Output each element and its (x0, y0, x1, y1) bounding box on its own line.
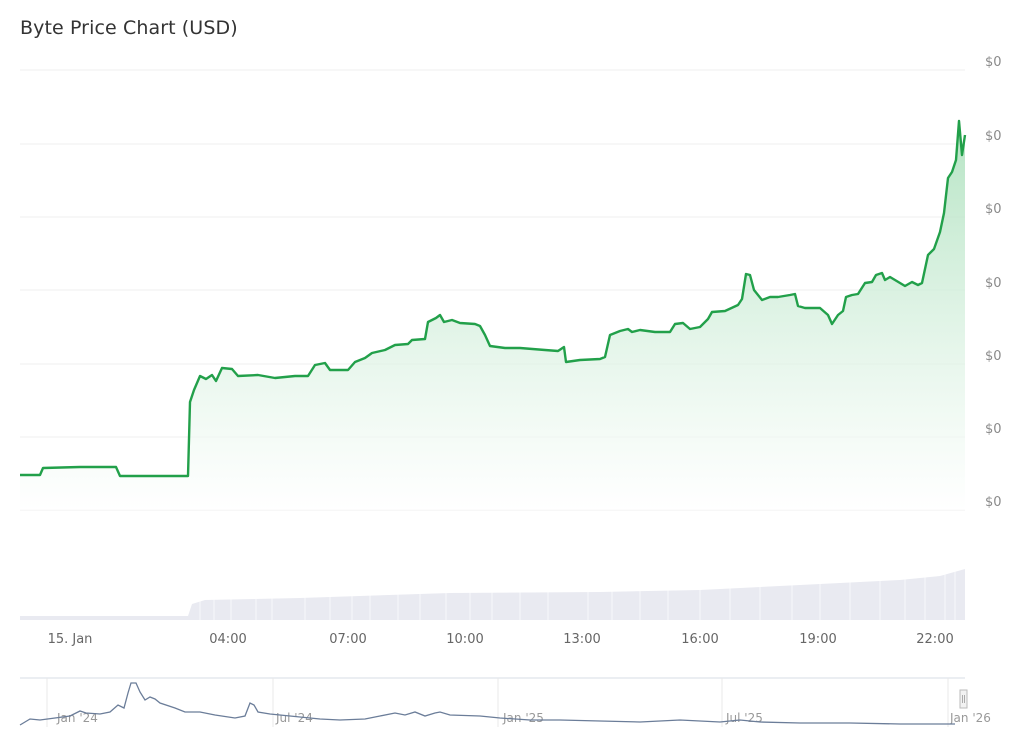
chart-title: Byte Price Chart (USD) (20, 17, 238, 39)
navigator-label: Jul '24 (275, 711, 313, 725)
y-label: $0 (985, 129, 1002, 144)
navigator[interactable]: Jan '24 Jul '24 Jan '25 Jul '25 Jan '26 (19, 677, 991, 727)
y-label: $0 (985, 276, 1002, 291)
x-label: 15. Jan (48, 632, 93, 647)
x-label: 19:00 (799, 632, 836, 647)
y-axis-labels: $0 $0 $0 $0 $0 $0 $0 (985, 55, 1002, 510)
navigator-line (19, 682, 955, 726)
x-label: 13:00 (563, 632, 600, 647)
y-label: $0 (985, 202, 1002, 217)
y-label: $0 (985, 349, 1002, 364)
x-label: 16:00 (681, 632, 718, 647)
volume-bars (20, 568, 965, 620)
price-line[interactable] (20, 119, 967, 478)
y-label: $0 (985, 422, 1002, 437)
x-axis-labels: 15. Jan 04:00 07:00 10:00 13:00 16:00 19… (48, 632, 954, 647)
x-label: 07:00 (329, 632, 366, 647)
navigator-label: Jan '25 (502, 711, 544, 725)
y-label: $0 (985, 495, 1002, 510)
navigator-label: Jan '26 (949, 711, 991, 725)
x-label: 22:00 (916, 632, 953, 647)
navigator-label: Jul '25 (725, 711, 763, 725)
y-label: $0 (985, 55, 1002, 70)
navigator-label: Jan '24 (56, 711, 98, 725)
price-area (20, 121, 965, 510)
x-label: 10:00 (446, 632, 483, 647)
x-label: 04:00 (209, 632, 246, 647)
navigator-handle[interactable] (959, 689, 968, 709)
